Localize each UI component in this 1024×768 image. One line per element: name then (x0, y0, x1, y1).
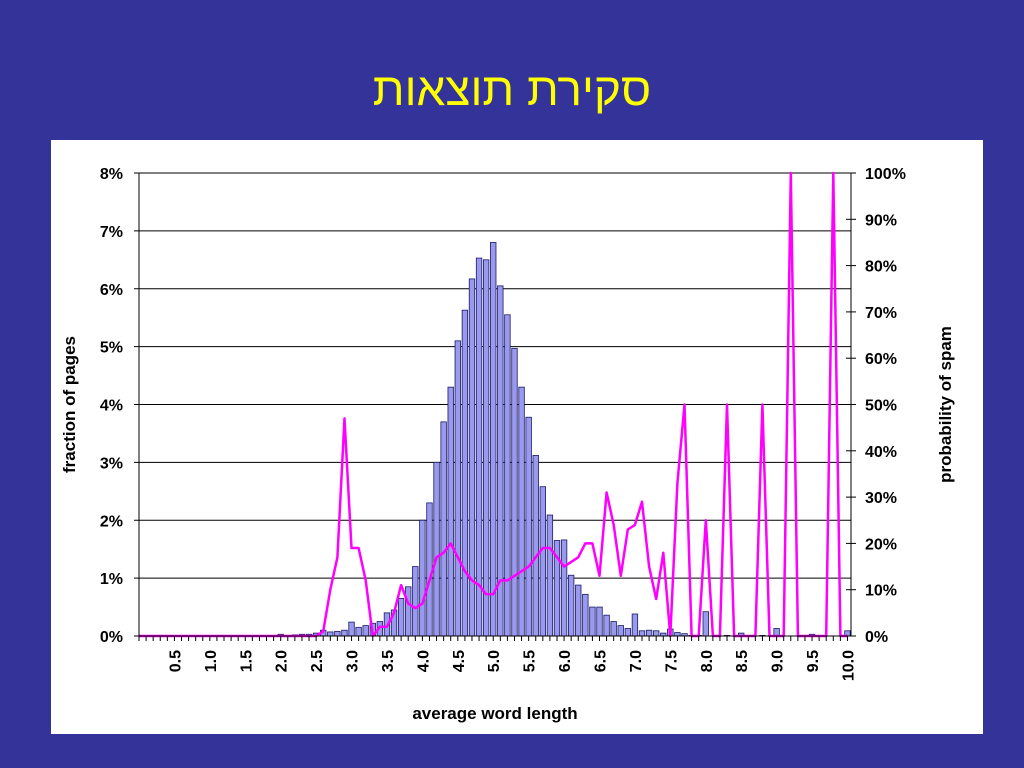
slide-title: סקירת תוצאות (372, 63, 652, 115)
y2-tick-label: 70% (865, 305, 897, 322)
bar (631, 613, 639, 637)
bar (525, 416, 532, 637)
y-tick-label: 8% (100, 166, 123, 183)
y2-tick-label: 80% (865, 259, 897, 276)
bar (518, 386, 525, 637)
y-tick-label: 7% (100, 224, 123, 241)
x-tick-label: 5.0 (486, 650, 503, 672)
bar (334, 630, 341, 637)
y2-tick-label: 90% (865, 212, 897, 229)
x-tick-label: 9.5 (805, 650, 822, 672)
y-tick-label: 6% (100, 282, 123, 299)
bar (575, 584, 582, 637)
bar (490, 242, 497, 637)
bar (426, 502, 433, 637)
y2-tick-label: 20% (865, 536, 897, 553)
bar (454, 340, 461, 637)
axis-labels: 0% 1% 2% 3% 4% 5% 6% 7% 8% 0% 10% 20% 30% 40% 50% 60% 70… (60, 166, 955, 723)
bar (504, 314, 511, 637)
bar (327, 631, 334, 637)
y2-tick-label: 60% (865, 351, 897, 368)
y-tick-label: 0% (100, 629, 123, 646)
bar (596, 606, 603, 637)
y-axis-title: fraction of pages (60, 336, 79, 473)
bar (355, 626, 362, 637)
bar (461, 309, 469, 637)
chart-panel: 0% 1% 2% 3% 4% 5% 6% 7% 8% 0% 10% 20% 30% 40% 50% 60% 70… (51, 140, 983, 734)
bar (645, 629, 653, 637)
y-tick-label: 5% (100, 340, 123, 357)
y2-tick-label: 50% (865, 398, 897, 415)
x-tick-label: 3.5 (380, 650, 397, 672)
bar (405, 586, 412, 637)
x-tick-label: 8.5 (734, 650, 751, 672)
bar (433, 461, 440, 637)
bar (482, 259, 490, 637)
bar (589, 606, 596, 637)
bar (341, 629, 348, 637)
x-tick-label: 6.0 (557, 650, 574, 672)
bar (539, 486, 546, 637)
x-tick-label: 2.0 (274, 650, 291, 672)
x-tick-label: 8.0 (699, 650, 716, 672)
x-tick-label: 9.0 (770, 650, 787, 672)
bar (610, 621, 617, 637)
x-tick-label: 3.0 (345, 650, 362, 672)
y2-tick-label: 10% (865, 583, 897, 600)
bar (674, 632, 681, 637)
bar (532, 455, 539, 637)
chart-svg: 0% 1% 2% 3% 4% 5% 6% 7% 8% 0% 10% 20% 30% 40% 50% 60% 70… (60, 166, 955, 723)
bar (475, 257, 483, 637)
x-tick-label: 5.5 (522, 650, 539, 672)
bar (624, 628, 631, 637)
x-tick-label: 4.0 (415, 650, 432, 672)
axes (134, 172, 856, 641)
y2-tick-label: 30% (865, 490, 897, 507)
bar (546, 514, 554, 637)
y-tick-label: 2% (100, 513, 123, 530)
x-tick-label: 4.5 (451, 650, 468, 672)
y-tick-label: 1% (100, 571, 123, 588)
bar (447, 386, 454, 637)
bar (617, 625, 624, 637)
x-tick-label: 7.0 (628, 650, 645, 672)
bar (567, 574, 575, 637)
spam-probability-line (139, 171, 848, 638)
y2-tick-label: 100% (865, 166, 906, 183)
bar (653, 630, 660, 637)
x-tick-label: 10.0 (841, 650, 858, 681)
bar (397, 597, 405, 637)
x-tick-label: 0.5 (167, 650, 184, 672)
bar (582, 593, 589, 637)
x-axis-title: average word length (412, 704, 577, 723)
y2-tick-label: 40% (865, 444, 897, 461)
y2-axis-title: probability of spam (936, 326, 955, 483)
bar (419, 519, 426, 637)
bar (440, 421, 447, 637)
x-tick-label: 1.0 (203, 650, 220, 672)
bar (638, 630, 646, 637)
y-tick-label: 3% (100, 455, 123, 472)
y2-tick-label: 0% (865, 629, 888, 646)
bar (603, 614, 610, 637)
spam-probability-series (139, 171, 848, 638)
x-tick-label: 2.5 (309, 650, 326, 672)
bar (348, 621, 355, 637)
x-tick-label: 1.5 (238, 650, 255, 672)
x-tick-label: 7.5 (663, 650, 680, 672)
bar (412, 566, 419, 637)
y-tick-label: 4% (100, 398, 123, 415)
bar (702, 611, 709, 637)
bar (560, 539, 568, 637)
bar (511, 347, 518, 637)
bar (362, 625, 369, 637)
x-tick-label: 6.5 (593, 650, 610, 672)
